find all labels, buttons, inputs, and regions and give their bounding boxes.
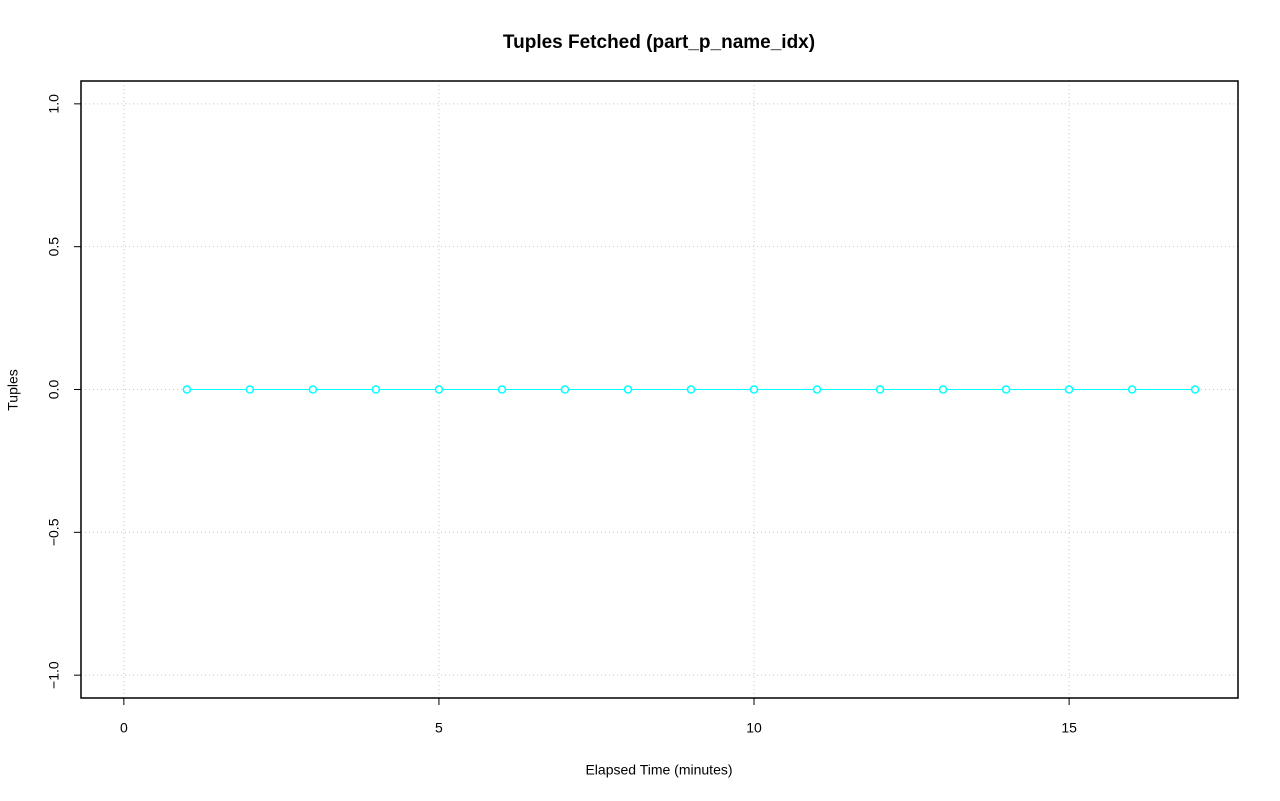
data-point bbox=[812, 385, 822, 394]
data-point bbox=[686, 385, 696, 394]
plot-border bbox=[80, 80, 1239, 699]
x-axis-label: Elapsed Time (minutes) bbox=[585, 762, 732, 778]
x-tick-label: 5 bbox=[435, 720, 443, 736]
y-axis-label: Tuples bbox=[5, 369, 21, 411]
data-point bbox=[497, 385, 507, 394]
data-point bbox=[875, 385, 885, 394]
x-tick-label: 10 bbox=[746, 720, 762, 736]
data-point bbox=[245, 385, 255, 394]
y-tick-label: −0.5 bbox=[46, 518, 62, 546]
data-point bbox=[1001, 385, 1011, 394]
data-point bbox=[1127, 385, 1137, 394]
data-point bbox=[560, 385, 570, 394]
data-point bbox=[1190, 385, 1200, 394]
data-point bbox=[623, 385, 633, 394]
data-point bbox=[182, 385, 192, 394]
x-tick-label: 15 bbox=[1061, 720, 1077, 736]
chart-title: Tuples Fetched (part_p_name_idx) bbox=[503, 32, 815, 53]
data-point bbox=[938, 385, 948, 394]
data-point bbox=[308, 385, 318, 394]
data-point bbox=[749, 385, 759, 394]
data-point bbox=[434, 385, 444, 394]
data-point bbox=[1064, 385, 1074, 394]
data-point bbox=[371, 385, 381, 394]
y-tick-label: 1.0 bbox=[46, 94, 62, 114]
x-tick-label: 0 bbox=[120, 720, 128, 736]
y-tick-label: 0.5 bbox=[46, 237, 62, 257]
y-tick-label: 0.0 bbox=[46, 380, 62, 400]
y-tick-label: −1.0 bbox=[46, 661, 62, 689]
